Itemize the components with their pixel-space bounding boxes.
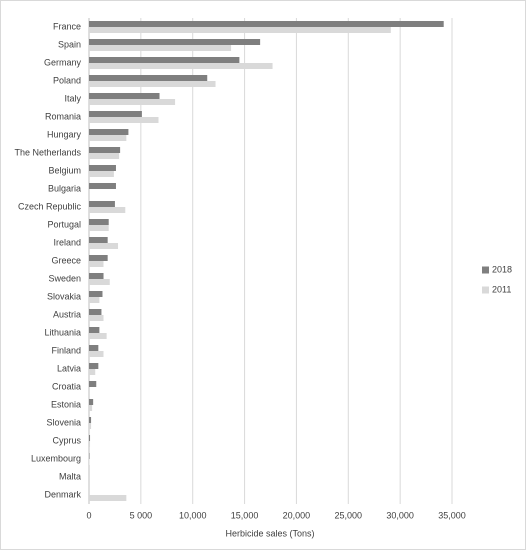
- y-tick-label: France: [53, 21, 81, 31]
- bar: [89, 399, 94, 405]
- bar: [89, 309, 102, 315]
- y-tick-label: Poland: [53, 75, 81, 85]
- bar: [89, 219, 109, 225]
- bar: [89, 207, 126, 213]
- y-tick-label: Romania: [45, 111, 81, 121]
- legend-label: 2018: [492, 264, 512, 274]
- bar: [89, 201, 115, 207]
- bar: [89, 111, 142, 117]
- x-tick-label: 10,000: [179, 510, 207, 520]
- bar: [89, 153, 120, 159]
- bar: [89, 75, 208, 81]
- y-tick-label: Ireland: [53, 237, 81, 247]
- bar: [89, 237, 108, 243]
- y-tick-label: Greece: [51, 255, 81, 265]
- bar: [89, 351, 104, 357]
- bar: [89, 381, 97, 387]
- bar: [89, 147, 121, 153]
- x-tick-label: 25,000: [335, 510, 363, 520]
- x-tick-label: 15,000: [231, 510, 259, 520]
- legend-swatch: [482, 286, 489, 294]
- x-axis-label: Herbicide sales (Tons): [225, 528, 314, 538]
- bar: [89, 291, 103, 297]
- x-tick-label: 5 000: [130, 510, 153, 520]
- y-tick-label: Estonia: [51, 399, 81, 409]
- x-tick-label: 35,000: [438, 510, 466, 520]
- bar: [89, 39, 261, 45]
- y-tick-label: Lithuania: [44, 327, 81, 337]
- bar: [89, 45, 232, 51]
- bar: [89, 183, 116, 189]
- y-tick-label: Finland: [51, 345, 81, 355]
- bar: [89, 417, 92, 423]
- bar: [89, 327, 100, 333]
- y-tick-label: The Netherlands: [14, 147, 81, 157]
- bar: [89, 63, 273, 69]
- bar: [89, 81, 216, 87]
- bar: [89, 441, 91, 447]
- y-tick-label: Slovenia: [46, 417, 81, 427]
- bar: [89, 129, 129, 135]
- bar: [89, 165, 116, 171]
- y-tick-label: Latvia: [57, 363, 81, 373]
- y-tick-label: Italy: [64, 93, 81, 103]
- bar: [89, 297, 100, 303]
- y-tick-label: Denmark: [44, 489, 81, 499]
- bar: [89, 171, 114, 177]
- bar: [89, 435, 91, 441]
- legend-swatch: [482, 266, 489, 274]
- bar: [89, 261, 104, 267]
- y-tick-label: Germany: [44, 57, 82, 67]
- bar: [89, 405, 93, 411]
- y-tick-label: Cyprus: [52, 435, 81, 445]
- y-tick-label: Sweden: [48, 273, 81, 283]
- y-tick-label: Spain: [58, 39, 81, 49]
- bar: [89, 423, 92, 429]
- y-tick-label: Portugal: [47, 219, 81, 229]
- bar: [89, 279, 110, 285]
- y-tick-label: Malta: [59, 471, 81, 481]
- bar: [89, 225, 109, 231]
- bar: [89, 243, 119, 249]
- bar: [89, 117, 159, 123]
- bar: [89, 345, 99, 351]
- bar: [89, 57, 240, 63]
- bar: [89, 255, 108, 261]
- y-tick-label: Bulgaria: [48, 183, 81, 193]
- bar: [89, 135, 127, 141]
- y-tick-label: Hungary: [47, 129, 82, 139]
- bar: [89, 363, 99, 369]
- y-tick-label: Croatia: [52, 381, 81, 391]
- bar: [89, 21, 444, 27]
- legend-label: 2011: [492, 284, 511, 294]
- x-tick-label: 30,000: [386, 510, 414, 520]
- bar: [89, 315, 104, 321]
- bar: [89, 99, 176, 105]
- bar: [89, 453, 90, 459]
- bar: [89, 333, 107, 339]
- bar: [89, 495, 127, 501]
- y-tick-label: Luxembourg: [31, 453, 81, 463]
- bar: [89, 273, 104, 279]
- bar: [89, 459, 90, 465]
- bar: [89, 369, 96, 375]
- y-tick-label: Slovakia: [47, 291, 81, 301]
- y-tick-label: Czech Republic: [18, 201, 82, 211]
- y-tick-label: Austria: [53, 309, 81, 319]
- y-tick-label: Belgium: [48, 165, 81, 175]
- bar: [89, 93, 160, 99]
- x-tick-label: 20,000: [283, 510, 311, 520]
- bar: [89, 27, 391, 33]
- x-tick-label: 0: [86, 510, 91, 520]
